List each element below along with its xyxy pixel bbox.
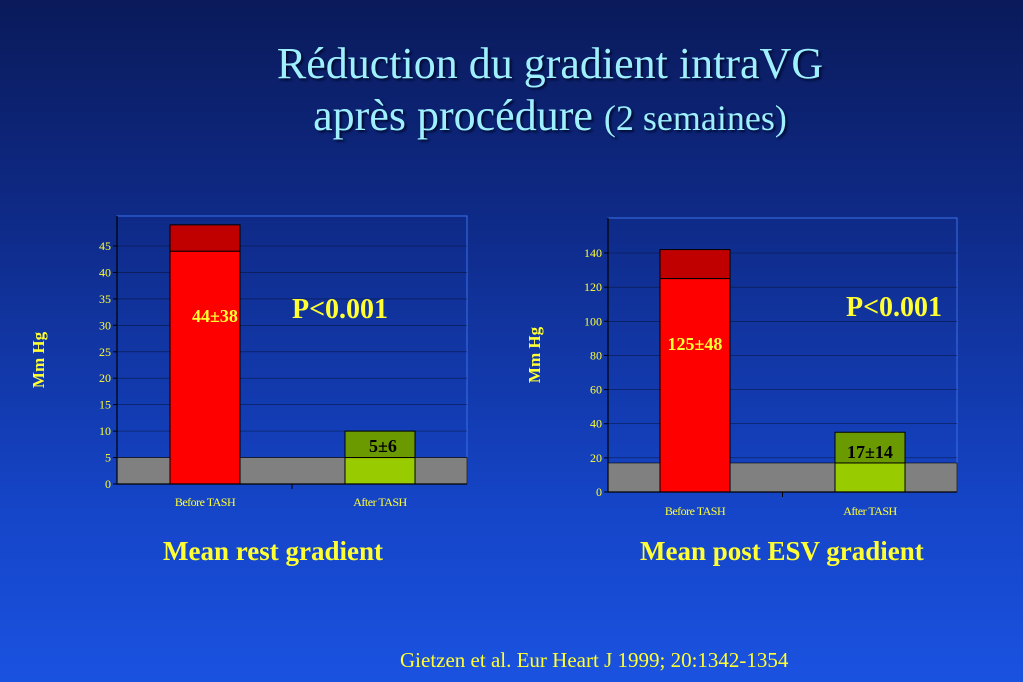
y-tick-label: 140 [584,246,602,260]
data-label: 17±14 [847,442,893,462]
title-line-2: après procédure (2 semaines) [0,90,1023,144]
bar-sd-segment [169,224,241,252]
bar-sd-segment [344,430,416,459]
y-tick-label: 10 [99,424,111,438]
bar [344,457,416,485]
data-label: 44±38 [192,306,238,326]
y-tick-label: 100 [584,314,602,328]
y-tick-label: 0 [596,485,602,499]
data-label: 125±48 [668,334,723,354]
p-value: P<0.001 [292,294,388,325]
x-tick-label: After TASH [353,495,407,509]
y-tick-label: 25 [99,345,111,359]
y-axis-label: Mm Hg [525,326,544,383]
rest-gradient-caption: Mean rest gradient [163,536,383,566]
post-esv-gradient-chart: 0 20 40 60 80 100 120 140 125±48 Before TASH 17±14… [525,217,958,518]
rest-gradient-chart: 0 5 10 15 20 25 30 35 40 45 44±38 Before TASH 5±6 Aft… [29,215,468,509]
x-tick-label: Before TASH [665,504,726,518]
y-tick-label: 80 [590,348,602,362]
y-tick-label: 60 [590,383,602,397]
bar [834,462,906,493]
x-tick-label: Before TASH [175,495,236,509]
title-line-2-sub: (2 semaines) [603,98,787,138]
bar [659,278,731,493]
y-tick-label: 40 [99,265,111,279]
y-tick-label: 0 [105,477,111,491]
y-axis-label: Mm Hg [29,331,48,388]
slide-title: Réduction du gradient intraVG après proc… [0,38,1023,144]
y-tick-label: 5 [105,451,111,465]
y-tick-label: 40 [590,417,602,431]
y-tick-label: 20 [99,371,111,385]
citation: Gietzen et al. Eur Heart J 1999; 20:1342… [400,648,789,672]
y-tick-label: 120 [584,280,602,294]
data-label: 5±6 [369,436,397,456]
x-tick-label: After TASH [843,504,897,518]
bar [169,250,241,485]
title-line-1: Réduction du gradient intraVG [276,39,824,88]
post-esv-gradient-caption: Mean post ESV gradient [640,536,924,566]
y-tick-label: 15 [99,398,111,412]
y-tick-label: 30 [99,318,111,332]
title-line-2-main: après procédure [313,91,593,140]
p-value: P<0.001 [846,292,942,323]
bar-sd-segment [659,249,731,280]
y-tick-label: 35 [99,292,111,306]
bar-sd-segment [834,431,906,464]
y-tick-label: 20 [590,451,602,465]
y-tick-label: 45 [99,239,111,253]
